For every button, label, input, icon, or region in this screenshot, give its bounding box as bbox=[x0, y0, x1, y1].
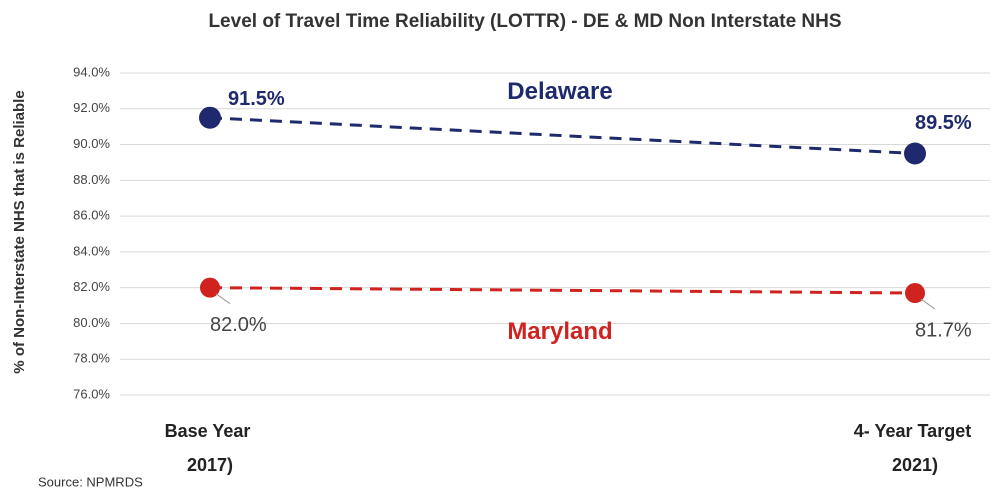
x-tick-label: Base Year 2017) bbox=[165, 421, 256, 475]
x-tick-label: 4- Year Target 2021) bbox=[854, 421, 976, 475]
y-tick-label: 80.0% bbox=[73, 315, 110, 330]
chart-title: Level of Travel Time Reliability (LOTTR)… bbox=[208, 11, 841, 32]
y-tick-label: 82.0% bbox=[73, 279, 110, 294]
series-name: Delaware bbox=[507, 78, 612, 105]
marker bbox=[199, 106, 221, 129]
leader-line bbox=[215, 293, 231, 305]
y-tick-label: 88.0% bbox=[73, 172, 110, 187]
marker bbox=[904, 142, 926, 165]
y-tick-label: 92.0% bbox=[73, 100, 110, 115]
y-tick-label: 76.0% bbox=[73, 386, 110, 401]
x-tick-line: 4- Year Target bbox=[854, 421, 976, 441]
y-tick-label: 90.0% bbox=[73, 136, 110, 151]
series-line bbox=[209, 116, 916, 155]
data-label: 82.0% bbox=[210, 314, 267, 336]
x-tick-line: 2017) bbox=[187, 455, 233, 475]
y-tick-label: 86.0% bbox=[73, 208, 110, 223]
x-tick-line: Base Year bbox=[165, 421, 256, 441]
source-note: Source: NPMRDS bbox=[38, 474, 143, 489]
leader-line bbox=[920, 298, 936, 310]
data-label: 81.7% bbox=[915, 319, 972, 341]
y-axis-label: % of Non-Interstate NHS that is Reliable bbox=[11, 90, 28, 373]
y-tick-label: 78.0% bbox=[73, 351, 110, 366]
series-name: Maryland bbox=[507, 318, 612, 345]
data-label: 89.5% bbox=[915, 112, 972, 134]
y-tick-label: 84.0% bbox=[73, 243, 110, 258]
data-label: 91.5% bbox=[228, 88, 285, 110]
marker bbox=[905, 283, 925, 304]
x-tick-line: 2021) bbox=[892, 455, 938, 475]
marker bbox=[200, 277, 220, 298]
y-tick-label: 94.0% bbox=[73, 64, 110, 79]
series-line bbox=[209, 286, 916, 295]
